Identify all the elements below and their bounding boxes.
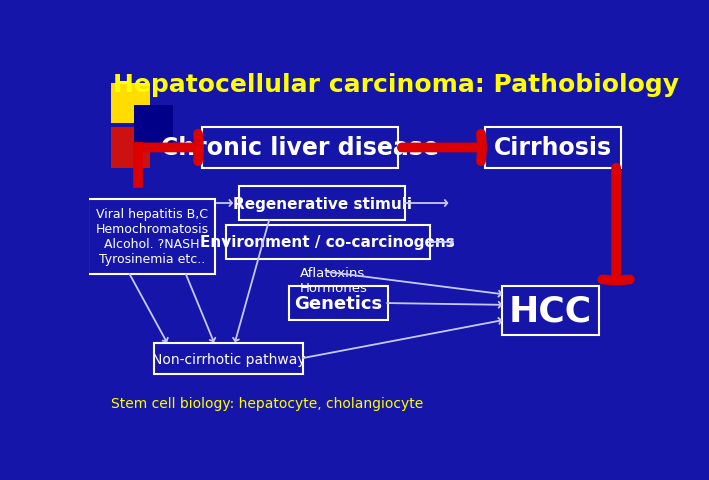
Text: Chronic liver disease: Chronic liver disease	[161, 136, 439, 160]
Text: Regenerative stimuli: Regenerative stimuli	[233, 196, 412, 211]
FancyBboxPatch shape	[111, 84, 150, 124]
Text: Environment / co-carcinogens: Environment / co-carcinogens	[200, 235, 455, 250]
FancyBboxPatch shape	[289, 287, 389, 320]
FancyBboxPatch shape	[155, 343, 303, 375]
Text: Genetics: Genetics	[294, 294, 383, 312]
FancyBboxPatch shape	[502, 287, 598, 335]
FancyBboxPatch shape	[111, 128, 150, 168]
Text: Hepatocellular carcinoma: Pathobiology: Hepatocellular carcinoma: Pathobiology	[113, 73, 679, 97]
FancyBboxPatch shape	[486, 128, 620, 168]
FancyBboxPatch shape	[240, 187, 405, 220]
Text: Stem cell biology: hepatocyte, cholangiocyte: Stem cell biology: hepatocyte, cholangio…	[111, 396, 423, 410]
Text: Viral hepatitis B,C
Hemochromatosis
Alcohol. ?NASH
Tyrosinemia etc..: Viral hepatitis B,C Hemochromatosis Alco…	[95, 208, 208, 266]
Text: HCC: HCC	[508, 294, 592, 328]
FancyBboxPatch shape	[202, 128, 398, 168]
FancyBboxPatch shape	[134, 106, 173, 146]
FancyBboxPatch shape	[225, 226, 430, 259]
Text: Cirrhosis: Cirrhosis	[494, 136, 612, 160]
Text: Aflatoxins
Hormones: Aflatoxins Hormones	[300, 266, 368, 294]
Text: Non-cirrhotic pathway: Non-cirrhotic pathway	[152, 352, 306, 366]
FancyBboxPatch shape	[89, 200, 216, 274]
